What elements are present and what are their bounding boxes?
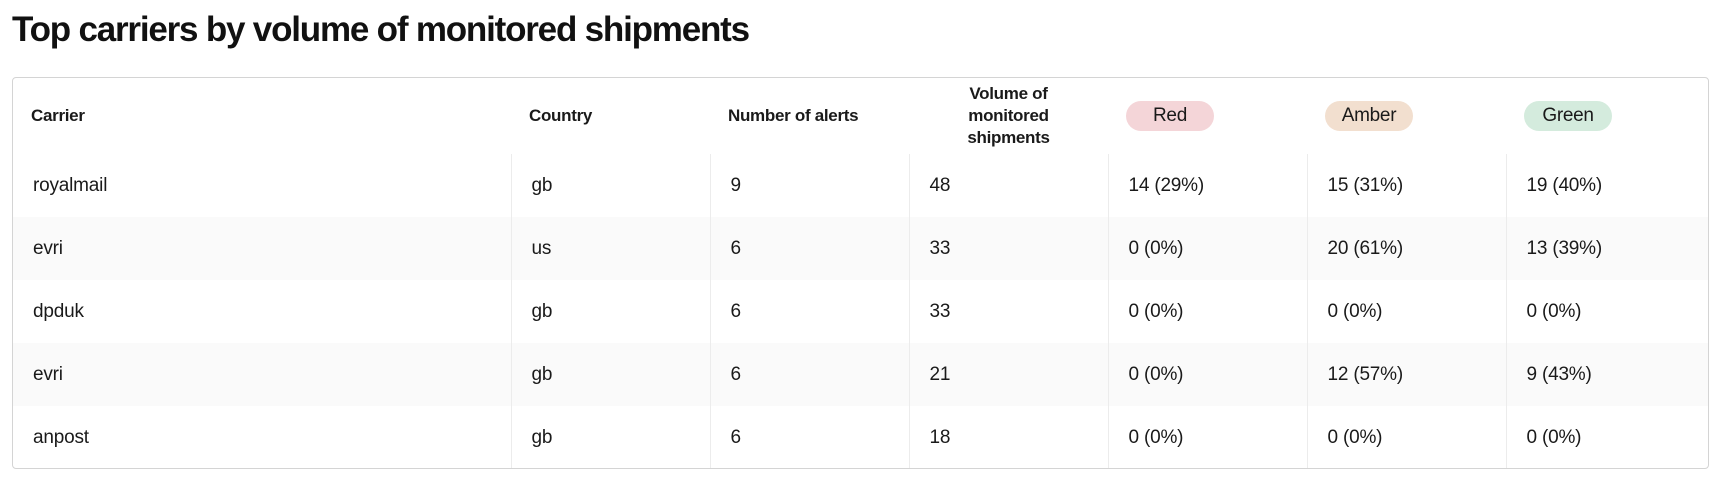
cell-country: gb bbox=[510, 280, 710, 343]
header-red[interactable]: Red bbox=[1108, 78, 1307, 154]
cell-volume: 21 bbox=[908, 343, 1108, 406]
cell-amber: 15 (31%) bbox=[1306, 154, 1506, 217]
cell-alerts: 9 bbox=[709, 154, 909, 217]
table-header: Carrier Country Number of alerts Volume … bbox=[13, 78, 1708, 154]
cell-alerts: 6 bbox=[709, 280, 909, 343]
table-body: royalmail gb 9 48 14 (29%) 15 (31%) 19 (… bbox=[13, 154, 1708, 468]
header-amber[interactable]: Amber bbox=[1307, 78, 1506, 154]
cell-red: 0 (0%) bbox=[1107, 406, 1307, 468]
header-volume-label: Volume of monitored shipments bbox=[967, 84, 1050, 147]
red-status-pill: Red bbox=[1126, 101, 1214, 131]
cell-alerts: 6 bbox=[709, 217, 909, 280]
carriers-table-card: Carrier Country Number of alerts Volume … bbox=[12, 77, 1709, 469]
cell-volume: 48 bbox=[908, 154, 1108, 217]
cell-country: gb bbox=[510, 343, 710, 406]
table-row[interactable]: dpduk gb 6 33 0 (0%) 0 (0%) 0 (0%) bbox=[13, 280, 1708, 343]
carriers-table: Carrier Country Number of alerts Volume … bbox=[13, 78, 1708, 468]
cell-green: 19 (40%) bbox=[1505, 154, 1708, 217]
amber-status-pill: Amber bbox=[1325, 101, 1413, 131]
cell-amber: 0 (0%) bbox=[1306, 280, 1506, 343]
table-row[interactable]: anpost gb 6 18 0 (0%) 0 (0%) 0 (0%) bbox=[13, 406, 1708, 468]
cell-red: 0 (0%) bbox=[1107, 280, 1307, 343]
cell-volume: 33 bbox=[908, 217, 1108, 280]
cell-red: 0 (0%) bbox=[1107, 217, 1307, 280]
header-country[interactable]: Country bbox=[529, 106, 593, 125]
cell-amber: 12 (57%) bbox=[1306, 343, 1506, 406]
cell-green: 13 (39%) bbox=[1505, 217, 1708, 280]
cell-volume: 33 bbox=[908, 280, 1108, 343]
cell-red: 14 (29%) bbox=[1107, 154, 1307, 217]
cell-carrier: royalmail bbox=[33, 174, 108, 196]
cell-carrier: evri bbox=[13, 343, 511, 406]
cell-volume: 18 bbox=[908, 406, 1108, 468]
table-row[interactable]: evri gb 6 21 0 (0%) 12 (57%) 9 (43%) bbox=[13, 343, 1708, 406]
cell-red: 0 (0%) bbox=[1107, 343, 1307, 406]
green-status-pill: Green bbox=[1524, 101, 1612, 131]
table-row[interactable]: royalmail gb 9 48 14 (29%) 15 (31%) 19 (… bbox=[13, 154, 1708, 217]
cell-green: 0 (0%) bbox=[1505, 406, 1708, 468]
page-title: Top carriers by volume of monitored ship… bbox=[12, 10, 750, 49]
cell-carrier: dpduk bbox=[33, 300, 84, 322]
cell-amber: 0 (0%) bbox=[1306, 406, 1506, 468]
cell-country: gb bbox=[510, 406, 710, 468]
cell-carrier: evri bbox=[13, 217, 511, 280]
header-green[interactable]: Green bbox=[1506, 78, 1708, 154]
cell-amber: 20 (61%) bbox=[1306, 217, 1506, 280]
cell-green: 9 (43%) bbox=[1505, 343, 1708, 406]
table-row[interactable]: evri us 6 33 0 (0%) 20 (61%) 13 (39%) bbox=[13, 217, 1708, 280]
cell-carrier: anpost bbox=[33, 426, 89, 448]
cell-country: us bbox=[510, 217, 710, 280]
cell-country: gb bbox=[510, 154, 710, 217]
header-row: Carrier Country Number of alerts Volume … bbox=[13, 78, 1708, 154]
header-volume[interactable]: Volume of monitored shipments bbox=[909, 78, 1108, 154]
cell-green: 0 (0%) bbox=[1505, 280, 1708, 343]
cell-alerts: 6 bbox=[709, 406, 909, 468]
header-alerts[interactable]: Number of alerts bbox=[728, 106, 859, 125]
header-carrier[interactable]: Carrier bbox=[31, 106, 85, 125]
cell-alerts: 6 bbox=[709, 343, 909, 406]
